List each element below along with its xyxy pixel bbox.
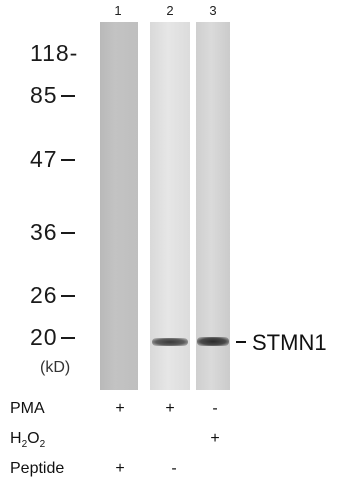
condition-label-pma: PMA: [10, 400, 45, 417]
mw-marker-text: 20: [30, 324, 58, 350]
gel-lane-2: [150, 22, 190, 390]
pma-lane-2-sign: +: [165, 400, 175, 417]
h2o2-lane-3-sign: +: [210, 430, 220, 447]
mw-marker-text: 36: [30, 219, 58, 245]
mw-marker-text: 26: [30, 282, 58, 308]
mw-marker-85: 85: [30, 84, 75, 107]
mw-marker-36: 36: [30, 221, 75, 244]
pma-lane-1-sign: +: [115, 400, 125, 417]
protein-band-lane-2: [152, 338, 188, 346]
mw-marker-tick: [60, 94, 75, 97]
target-protein-name: STMN1: [252, 330, 327, 355]
protein-band-lane-3: [197, 337, 229, 346]
condition-label-peptide: Peptide: [10, 460, 65, 477]
mw-marker-26: 26: [30, 284, 75, 307]
h2o2-h: H: [10, 430, 22, 447]
mw-marker-47: 47: [30, 148, 75, 171]
peptide-lane-2-sign: -: [171, 460, 177, 477]
mw-marker-text: 85: [30, 82, 58, 108]
h2o2-sub-1: 2: [21, 439, 28, 451]
peptide-lane-1-sign: +: [115, 460, 125, 477]
mw-marker-tick: [60, 231, 75, 234]
mw-marker-20: 20: [30, 326, 75, 349]
mw-marker-118: 118-: [30, 42, 78, 65]
lane-number-2: 2: [166, 3, 174, 18]
lane-number-1: 1: [114, 3, 122, 18]
target-protein-label: STMN1: [236, 330, 327, 356]
mw-marker-tick: [60, 294, 75, 297]
condition-label-h2o2: H2O2: [10, 430, 45, 450]
mw-marker-text: 118-: [30, 40, 79, 66]
lane-number-3: 3: [209, 3, 217, 18]
h2o2-sub-2: 2: [39, 439, 46, 451]
gel-lane-3: [196, 22, 230, 390]
unit-label: (kD): [40, 359, 71, 376]
target-marker-dash: [236, 341, 246, 344]
gel-lane-1: [100, 22, 138, 390]
h2o2-o: O: [27, 430, 40, 447]
mw-marker-tick: [60, 336, 75, 339]
mw-marker-tick: [60, 158, 75, 161]
pma-lane-3-sign: -: [212, 400, 218, 417]
mw-marker-text: 47: [30, 146, 58, 172]
